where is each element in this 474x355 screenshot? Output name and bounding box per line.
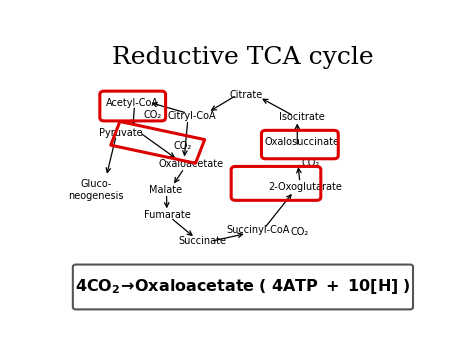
Text: Oxaloacetate: Oxaloacetate	[159, 159, 224, 169]
Text: Citrate: Citrate	[230, 90, 263, 100]
Text: Gluco-
neogenesis: Gluco- neogenesis	[68, 179, 124, 201]
Text: Acetyl-CoA: Acetyl-CoA	[106, 98, 159, 108]
Text: Citryl-CoA: Citryl-CoA	[167, 111, 216, 121]
Text: 2-Oxoglutarate: 2-Oxoglutarate	[268, 182, 342, 192]
Text: Pyruvate: Pyruvate	[99, 128, 143, 138]
Text: CO₂: CO₂	[144, 110, 162, 120]
Text: CO₂: CO₂	[291, 227, 309, 237]
Text: CO₂: CO₂	[301, 158, 320, 168]
Text: Reductive TCA cycle: Reductive TCA cycle	[112, 46, 374, 69]
Text: Succinyl-CoA: Succinyl-CoA	[226, 225, 289, 235]
Text: Oxalosuccinate: Oxalosuccinate	[264, 137, 339, 147]
Text: Succinate: Succinate	[179, 236, 227, 246]
Text: Fumarate: Fumarate	[144, 211, 191, 220]
Text: Isocitrate: Isocitrate	[279, 112, 325, 122]
Text: Malate: Malate	[149, 185, 182, 195]
Text: $\mathbf{4CO_2}$$\mathbf{\!\rightarrow\! Oxaloacetate\ (\ 4ATP\ +\ 10[H]\ )}$: $\mathbf{4CO_2}$$\mathbf{\!\rightarrow\!…	[75, 277, 411, 296]
Text: CO₂: CO₂	[173, 142, 191, 152]
